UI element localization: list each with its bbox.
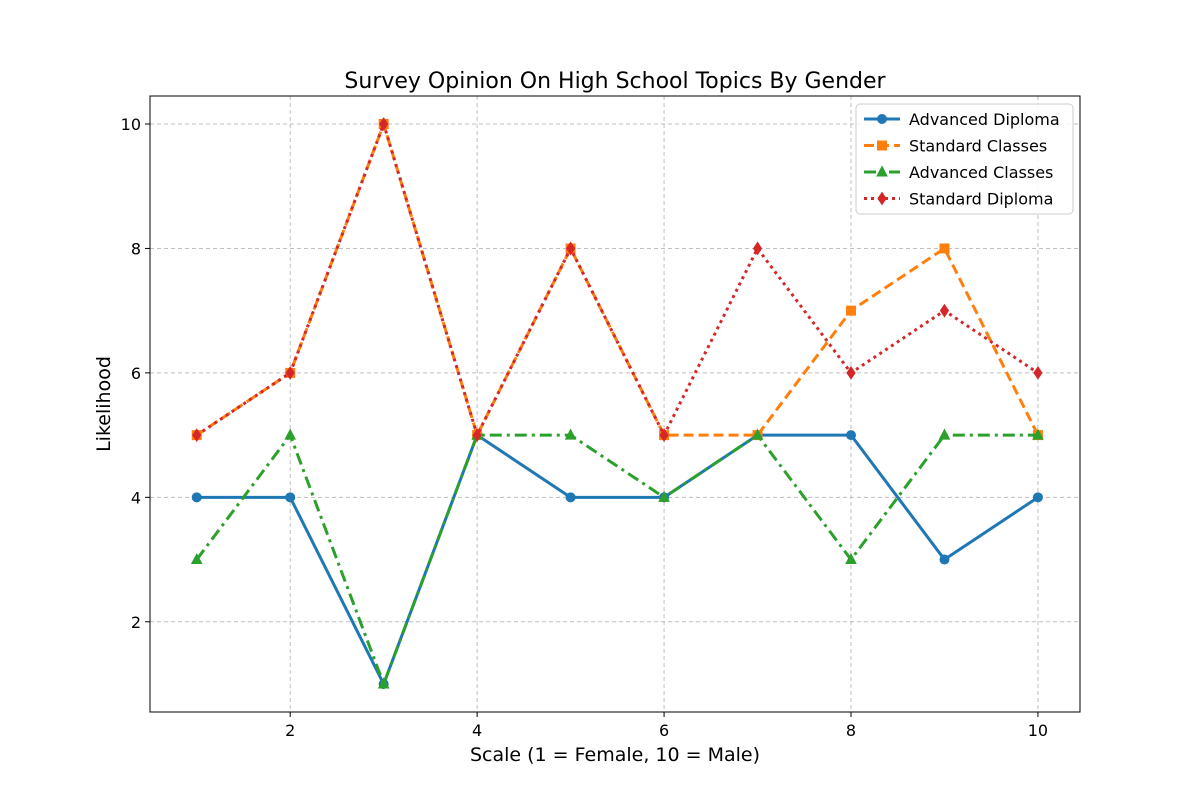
y-tick-label: 4: [131, 488, 141, 507]
data-point: [566, 493, 575, 502]
legend-marker: [878, 115, 887, 124]
legend-entry-label: Advanced Classes: [909, 163, 1053, 182]
legend: Advanced Diploma Standard Classes Advanced…: [856, 104, 1073, 214]
x-tick-label: 6: [659, 721, 669, 740]
legend-entry-label: Standard Classes: [909, 137, 1047, 156]
x-tick-label: 2: [285, 721, 295, 740]
x-tick-label: 8: [846, 721, 856, 740]
y-tick-label: 8: [131, 239, 141, 258]
data-point: [940, 244, 949, 253]
x-axis-label: Scale (1 = Female, 10 = Male): [470, 744, 760, 766]
y-tick-label: 10: [121, 115, 141, 134]
y-tick-label: 2: [131, 613, 141, 632]
data-point: [940, 555, 949, 564]
y-tick-label: 6: [131, 364, 141, 383]
data-point: [847, 431, 856, 440]
data-point: [1033, 493, 1042, 502]
chart-title: Survey Opinion On High School Topics By …: [344, 69, 886, 94]
x-tick-label: 10: [1028, 721, 1048, 740]
data-point: [847, 306, 856, 315]
legend-marker: [878, 141, 887, 150]
y-axis-label: Likelihood: [93, 356, 115, 452]
data-point: [286, 493, 295, 502]
x-tick-label: 4: [472, 721, 482, 740]
data-point: [192, 493, 201, 502]
legend-entry-label: Advanced Diploma: [909, 110, 1060, 129]
legend-entry-label: Standard Diploma: [909, 190, 1053, 209]
